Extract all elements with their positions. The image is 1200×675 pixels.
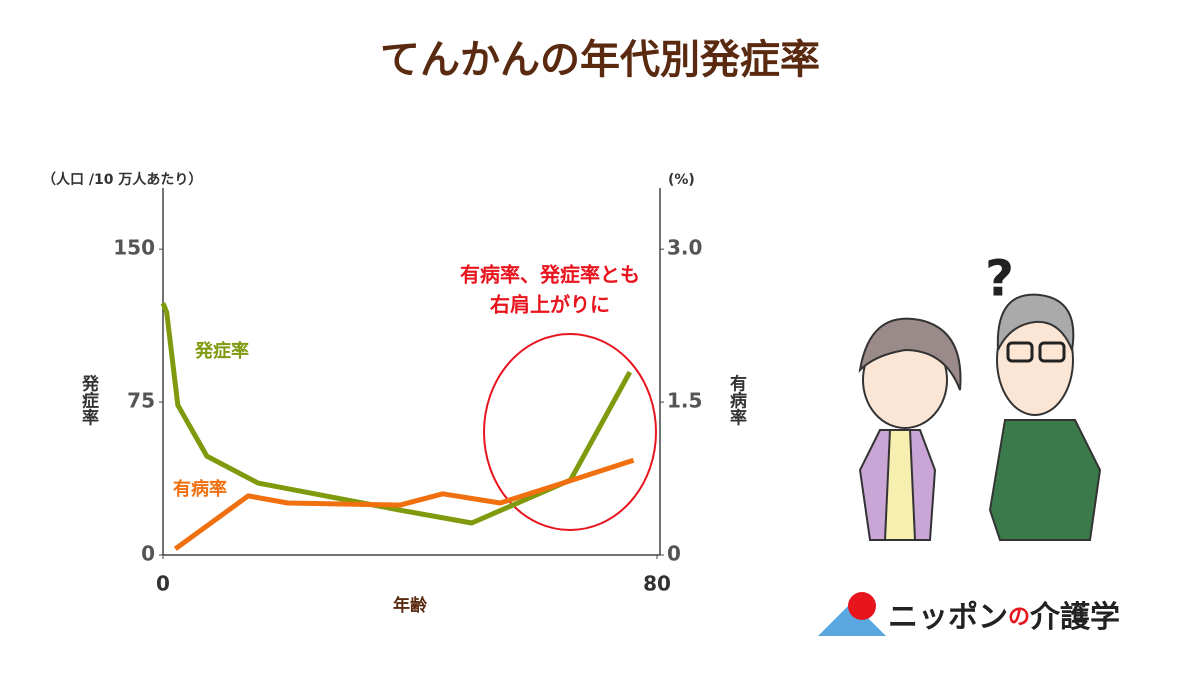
- y-tick-label: 75: [127, 389, 155, 413]
- illustration: ?: [858, 250, 1102, 541]
- series-line: [160, 302, 633, 526]
- chart-title: てんかんの年代別発症率: [380, 37, 820, 83]
- x-tick-label: 0: [156, 572, 170, 596]
- annotation: 有病率、発症率とも: [460, 263, 640, 287]
- series-label: 有病率: [173, 478, 227, 500]
- y2-tick-label: 3.0: [667, 236, 702, 260]
- logo-part: ニッポン: [888, 600, 1008, 635]
- logo-part: の: [1008, 605, 1030, 630]
- highlight-ellipse: [483, 333, 657, 531]
- y2-tick-label: 1.5: [667, 389, 702, 413]
- logo-part: 介護学: [1029, 600, 1120, 635]
- logo: ニッポンの介護学: [818, 592, 1120, 636]
- x-tick-label: 80: [643, 572, 671, 596]
- y-tick-label: 0: [141, 542, 155, 566]
- y2-unit: (%): [668, 172, 695, 188]
- y2-tick-label: 0: [667, 542, 681, 566]
- y2-axis-title: 有病率: [726, 373, 747, 426]
- y-axis-title: 発症率: [78, 373, 100, 426]
- series-label: 発症率: [194, 340, 249, 362]
- question-mark: ?: [985, 250, 1014, 308]
- annotation: 右肩上がりに: [490, 293, 610, 317]
- logo-text: ニッポンの介護学: [888, 600, 1120, 635]
- series-line: [173, 457, 635, 551]
- x-axis-title: 年齢: [393, 595, 428, 616]
- y-tick-label: 150: [113, 236, 155, 260]
- y-unit: （人口 /10 万人あたり）: [42, 171, 202, 188]
